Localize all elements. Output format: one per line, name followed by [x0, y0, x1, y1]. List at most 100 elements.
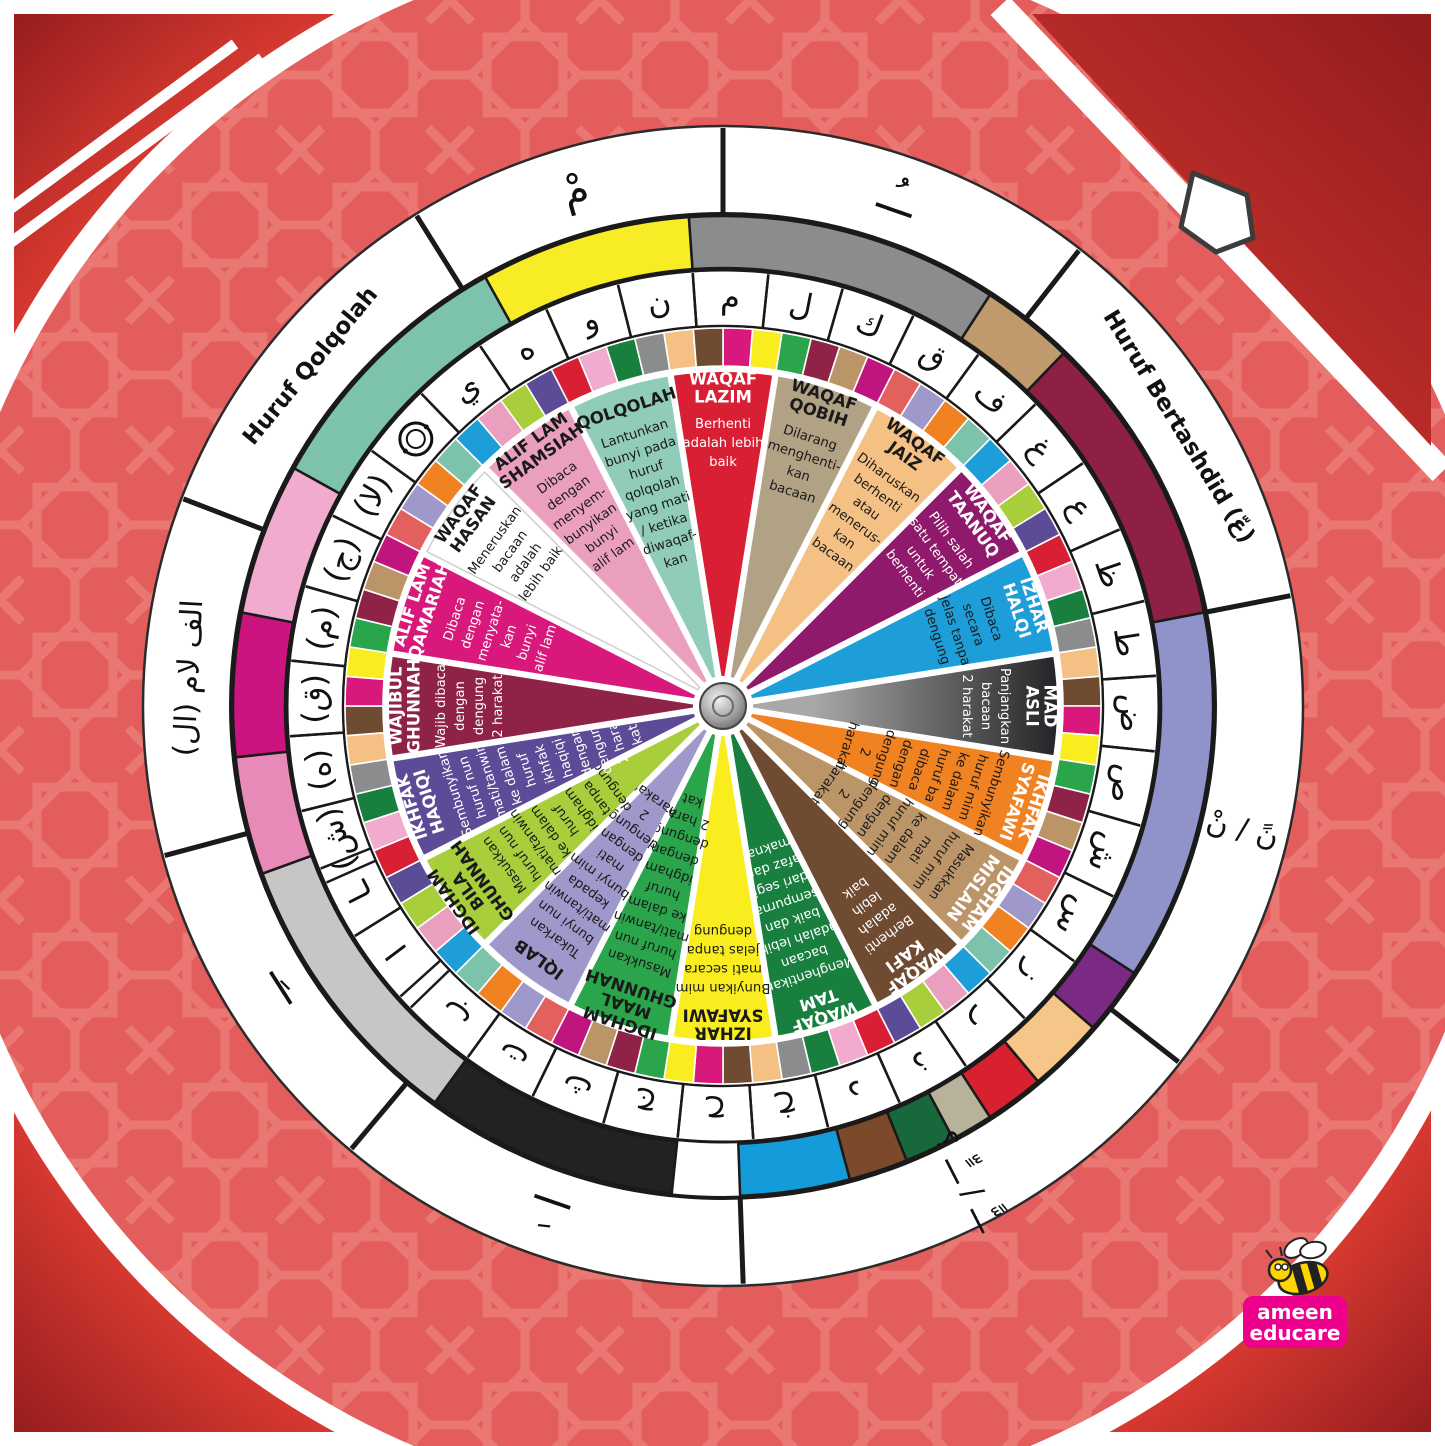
svg-text:IZHAR: IZHAR: [694, 1024, 752, 1043]
svg-text:kan: kan: [785, 464, 812, 486]
center-pin[interactable]: [699, 682, 747, 730]
svg-text:WAQAF: WAQAF: [689, 370, 757, 389]
outer-ring-label: الف لام (ال): [167, 599, 210, 757]
outer-ring-divider: [164, 830, 249, 859]
letter-cell-divider: [305, 585, 358, 603]
letter-cell-divider: [371, 449, 416, 484]
color-key-stripe: [1057, 645, 1101, 681]
letter-cell-divider: [332, 514, 382, 541]
center-pin-detail: [712, 695, 734, 717]
svg-text:kat: kat: [626, 722, 647, 746]
svg-text:Wajib dibaca: Wajib dibaca: [434, 664, 449, 748]
outer-ring-divider: [1205, 593, 1291, 615]
letter-cell-divider: [420, 392, 460, 433]
wedge-alif-lam-shamsiah[interactable]: ALIF LAMSHAMSIAHDibacadenganmenyem-bunyi…: [485, 405, 707, 683]
logo-line2: educare: [1250, 1321, 1341, 1345]
svg-text:baik: baik: [709, 455, 737, 470]
color-key-stripe: [1061, 705, 1102, 737]
color-key-stripe: [345, 731, 389, 767]
svg-text:ASLI: ASLI: [1023, 685, 1042, 726]
wedge-wajibul-ghunnah[interactable]: WAJIBUL GHUNNAH Wajib dibaca dengan dengung 2…: [387, 656, 694, 756]
svg-text:GHUNNAH: GHUNNAH: [405, 659, 424, 754]
svg-text:2 harakat: 2 harakat: [491, 674, 506, 737]
wedge-alif-lam-qamariah[interactable]: ALIF LAMQAMARIAHDibacadenganmenyata-kanb…: [387, 554, 695, 699]
svg-text:SYAFAWI: SYAFAWI: [683, 1006, 764, 1025]
svg-text:adalah lebih: adalah lebih: [683, 436, 764, 451]
letter-cell-divider: [945, 354, 980, 399]
letter-cell-divider: [876, 1053, 901, 1103]
letter-cell-divider: [1088, 809, 1141, 827]
outer-ring-divider: [182, 496, 265, 533]
ring-outline: [285, 268, 1161, 1144]
letter-cell-divider: [691, 272, 698, 327]
svg-text:Bunyikan mim: Bunyikan mim: [676, 980, 771, 995]
letter-cell-divider: [888, 315, 915, 365]
svg-text:Panjangkan: Panjangkan: [997, 668, 1012, 744]
letter-cell: (م): [299, 602, 345, 653]
letter-cell-divider: [602, 1071, 620, 1124]
svg-text:kat: kat: [680, 789, 704, 810]
letter-cell: ح: [705, 1096, 727, 1134]
letter-cell-divider: [1070, 528, 1120, 553]
ayah-marker-icon: [398, 421, 434, 457]
letter-cell-divider: [986, 979, 1026, 1020]
letter-cell: ض: [1113, 693, 1152, 732]
letter-cell-divider: [545, 309, 570, 359]
outer-ring-divider: [1109, 1006, 1181, 1064]
color-key-stripe: [722, 327, 754, 368]
color-key-stripe: [662, 328, 698, 372]
letter-cell-divider: [354, 906, 401, 938]
letter-cell-divider: [479, 345, 511, 391]
letter-cell-divider: [616, 284, 633, 337]
letter-cell-divider: [291, 659, 345, 668]
letter-cell-divider: [748, 1085, 755, 1140]
letter-cell-divider: [1101, 744, 1155, 753]
svg-text:dengan: dengan: [453, 681, 468, 731]
key-ring-segment: [231, 611, 295, 759]
ring-outline: [341, 324, 1105, 1088]
letter-cell-divider: [813, 1075, 830, 1128]
svg-text:dengung: dengung: [694, 923, 752, 938]
svg-text:mati secara: mati secara: [684, 961, 762, 976]
letter-cell-divider: [320, 847, 371, 870]
svg-text:WAJIBUL: WAJIBUL: [387, 666, 406, 745]
letter-cell: (ه): [297, 746, 341, 793]
letter-cell-divider: [1092, 599, 1145, 616]
letter-cell-divider: [326, 859, 376, 884]
svg-text:kan: kan: [499, 623, 521, 650]
letter-cell: ط: [1106, 624, 1148, 659]
color-key-stripe: [692, 327, 724, 368]
svg-text:dengung: dengung: [472, 677, 487, 735]
svg-text:LAZIM: LAZIM: [694, 388, 752, 407]
color-key-stripe: [344, 675, 385, 707]
outer-ring-divider: [1023, 248, 1081, 320]
letter-cell: ص: [1102, 761, 1147, 806]
letter-cell-divider: [935, 1021, 967, 1067]
letter-cell-divider: [1038, 462, 1084, 494]
svg-text:2 harakat: 2 harakat: [959, 674, 974, 737]
color-key-stripe: [1061, 675, 1102, 707]
letter-cell-divider: [676, 1084, 685, 1138]
letter-cell-divider: [399, 960, 441, 998]
svg-text:kan: kan: [662, 550, 689, 572]
outer-ring-divider: [414, 214, 465, 291]
svg-text:jelas tanpa: jelas tanpa: [687, 942, 761, 957]
letter-cell: (ق): [295, 674, 334, 724]
svg-text:Berhenti: Berhenti: [695, 417, 751, 432]
